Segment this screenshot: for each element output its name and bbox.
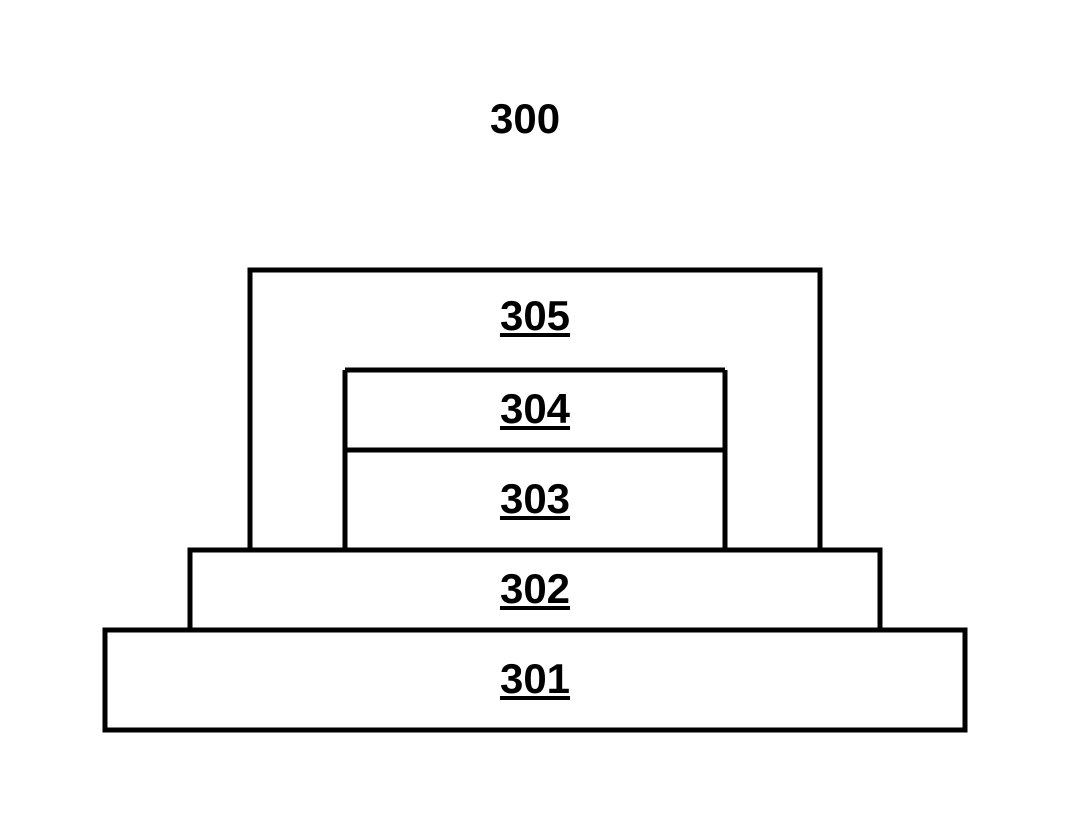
label-301: 301: [500, 655, 570, 703]
label-304: 304: [500, 385, 570, 433]
diagram-title: 300: [490, 95, 560, 143]
label-303: 303: [500, 475, 570, 523]
label-302: 302: [500, 565, 570, 613]
layer-diagram: 300 305 304 303 302 301: [100, 95, 970, 735]
label-305: 305: [500, 292, 570, 340]
